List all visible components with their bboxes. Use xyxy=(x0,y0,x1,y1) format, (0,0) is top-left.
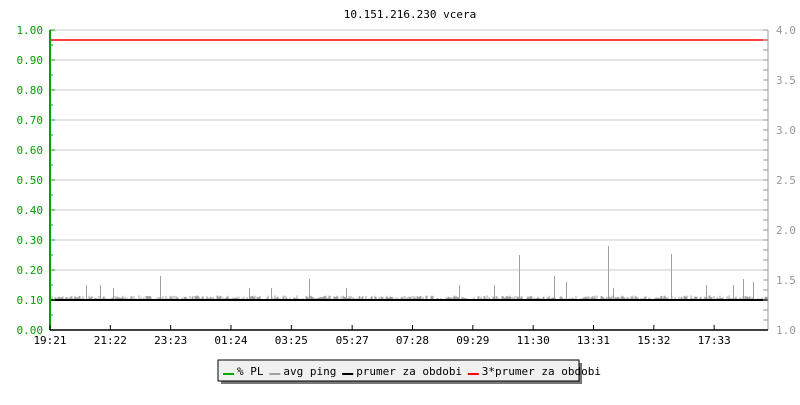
x-tick-label: 21:22 xyxy=(94,334,127,347)
left-tick-label: 0.40 xyxy=(17,204,44,217)
left-tick-label: 1.00 xyxy=(17,24,44,37)
x-tick-label: 05:27 xyxy=(336,334,369,347)
legend-box xyxy=(217,359,580,382)
right-tick-label: 2.0 xyxy=(776,224,796,237)
left-tick-label: 0.70 xyxy=(17,114,44,127)
left-tick-label: 0.00 xyxy=(17,324,44,337)
right-tick-label: 2.5 xyxy=(776,174,796,187)
legend-label: % PL xyxy=(237,365,264,378)
legend-label: prumer za obdobi xyxy=(356,365,462,378)
x-tick-label: 19:21 xyxy=(33,334,66,347)
grid xyxy=(50,29,768,301)
chart-title: 10.151.216.230 vcera xyxy=(344,8,476,21)
x-tick-label: 01:24 xyxy=(214,334,247,347)
series-layer xyxy=(50,39,768,301)
x-tick-label: 15:32 xyxy=(637,334,670,347)
x-tick-label: 03:25 xyxy=(275,334,308,347)
left-tick-label: 0.80 xyxy=(17,84,44,97)
right-tick-label: 3.0 xyxy=(776,124,796,137)
axes: 0.00 0.10 0.20 0.30 0.40 0.50 0.60 0.70 0.80 0.90… xyxy=(17,24,796,347)
right-tick-label: 1.5 xyxy=(776,274,796,287)
left-tick-label: 0.60 xyxy=(17,144,44,157)
x-tick-label: 07:28 xyxy=(396,334,429,347)
legend-label: avg ping xyxy=(283,365,336,378)
left-tick-label: 0.20 xyxy=(17,264,44,277)
x-tick-label: 13:31 xyxy=(577,334,610,347)
legend: % PL avg ping prumer za obdobi 3*prumer za … xyxy=(217,359,601,384)
x-tick-label: 17:33 xyxy=(698,334,731,347)
left-tick-label: 0.90 xyxy=(17,54,44,67)
x-tick-label: 11:30 xyxy=(517,334,550,347)
left-tick-label: 0.50 xyxy=(17,174,44,187)
left-tick-label: 0.10 xyxy=(17,294,44,307)
right-tick-label: 1.0 xyxy=(776,324,796,337)
x-tick-label: 09:29 xyxy=(456,334,489,347)
legend-label: 3*prumer za obdobi xyxy=(482,365,601,378)
x-tick-label: 23:23 xyxy=(154,334,187,347)
left-tick-label: 0.30 xyxy=(17,234,44,247)
right-tick-label: 4.0 xyxy=(776,24,796,37)
right-tick-label: 3.5 xyxy=(776,74,796,87)
